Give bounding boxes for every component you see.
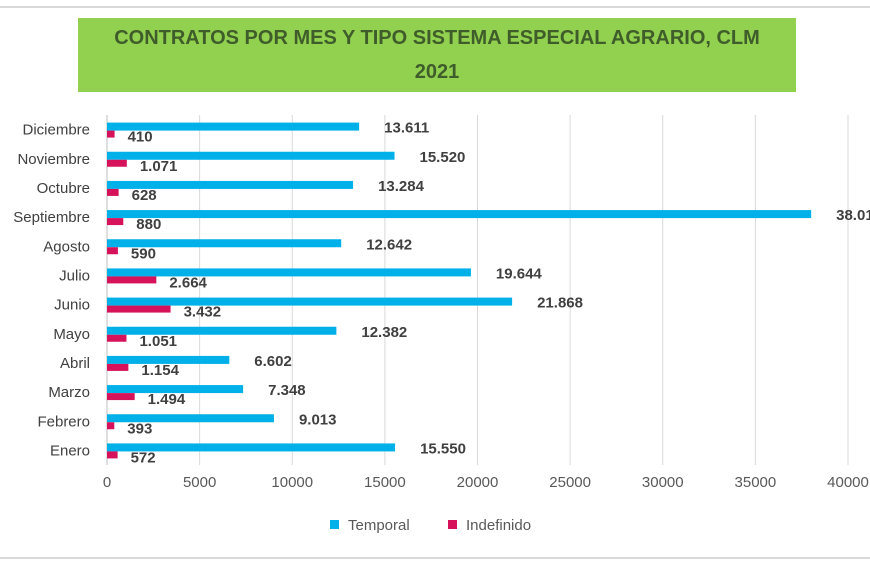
data-label-indefinido: 393	[127, 420, 152, 437]
x-tick-label: 0	[103, 474, 111, 491]
data-label-indefinido: 2.664	[169, 274, 207, 291]
category-label: Julio	[59, 267, 90, 284]
x-tick-label: 20000	[457, 474, 499, 491]
bar-indefinido	[107, 188, 119, 196]
bar-indefinido	[107, 451, 118, 459]
top-border	[0, 6, 870, 8]
data-label-indefinido: 1.051	[139, 333, 177, 350]
bar-indefinido	[107, 130, 115, 138]
category-label: Agosto	[43, 238, 90, 255]
data-label-temporal: 21.868	[537, 295, 583, 312]
bar-temporal	[107, 443, 396, 452]
data-label-indefinido: 572	[131, 449, 156, 466]
data-label-temporal: 9.013	[299, 411, 337, 428]
bar-temporal	[107, 414, 274, 423]
data-label-indefinido: 1.494	[148, 391, 186, 408]
bottom-border	[0, 557, 870, 559]
data-label-temporal: 6.602	[254, 353, 292, 370]
category-label: Febrero	[37, 413, 90, 430]
bar-temporal	[107, 151, 395, 160]
category-label: Marzo	[48, 384, 90, 401]
bar-temporal	[107, 210, 812, 219]
category-label: Junio	[54, 297, 90, 314]
data-label-indefinido: 590	[131, 245, 156, 262]
x-tick-label: 40000	[827, 474, 869, 491]
x-tick-label: 35000	[735, 474, 777, 491]
data-label-indefinido: 1.154	[141, 362, 179, 379]
data-label-indefinido: 1.071	[140, 158, 178, 175]
bar-indefinido	[107, 422, 115, 430]
bar-indefinido	[107, 159, 127, 167]
legend-label-temporal: Temporal	[348, 517, 410, 534]
bar-indefinido	[107, 218, 124, 226]
data-label-temporal: 15.550	[420, 440, 466, 457]
bar-temporal	[107, 180, 354, 189]
bar-indefinido	[107, 363, 129, 371]
bar-indefinido	[107, 276, 157, 284]
chart-title: CONTRATOS POR MES Y TIPO SISTEMA ESPECIA…	[78, 18, 796, 92]
bar-temporal	[107, 122, 360, 131]
bar-temporal	[107, 239, 342, 248]
x-tick-label: 25000	[549, 474, 591, 491]
bar-temporal	[107, 268, 471, 277]
chart-title-line-2: 2021	[414, 61, 460, 83]
data-label-temporal: 13.284	[378, 178, 425, 195]
x-tick-label: 15000	[364, 474, 406, 491]
category-label: Abril	[60, 355, 90, 372]
bar-temporal	[107, 297, 513, 306]
category-label: Septiembre	[13, 209, 90, 226]
legend-swatch-temporal	[330, 520, 339, 529]
data-label-indefinido: 880	[136, 216, 161, 233]
x-tick-label: 30000	[642, 474, 684, 491]
data-label-temporal: 12.382	[361, 324, 407, 341]
bar-temporal	[107, 355, 230, 364]
legend-swatch-indefinido	[448, 520, 457, 529]
legend-label-indefinido: Indefinido	[466, 517, 531, 534]
data-label-temporal: 12.642	[366, 236, 412, 253]
bar-indefinido	[107, 393, 135, 401]
data-label-indefinido: 628	[132, 187, 157, 204]
data-label-indefinido: 3.432	[184, 304, 222, 321]
bar-temporal	[107, 385, 244, 394]
data-label-temporal: 15.520	[420, 149, 466, 166]
data-label-temporal: 7.348	[268, 382, 306, 399]
bar-indefinido	[107, 305, 171, 313]
category-label: Mayo	[53, 326, 90, 343]
bar-temporal	[107, 326, 337, 335]
bar-indefinido	[107, 247, 118, 255]
category-label: Enero	[50, 442, 90, 459]
data-label-temporal: 13.611	[384, 120, 429, 137]
data-label-indefinido: 410	[128, 129, 153, 146]
category-label: Octubre	[37, 180, 90, 197]
x-tick-label: 10000	[271, 474, 313, 491]
category-label: Noviembre	[17, 151, 90, 168]
x-tick-label: 5000	[183, 474, 216, 491]
data-label-temporal: 19.644	[496, 265, 543, 282]
data-label-temporal: 38.01	[836, 207, 870, 224]
category-label: Diciembre	[22, 122, 90, 139]
chart-title-line-1: CONTRATOS POR MES Y TIPO SISTEMA ESPECIA…	[114, 27, 760, 49]
bar-indefinido	[107, 334, 127, 342]
